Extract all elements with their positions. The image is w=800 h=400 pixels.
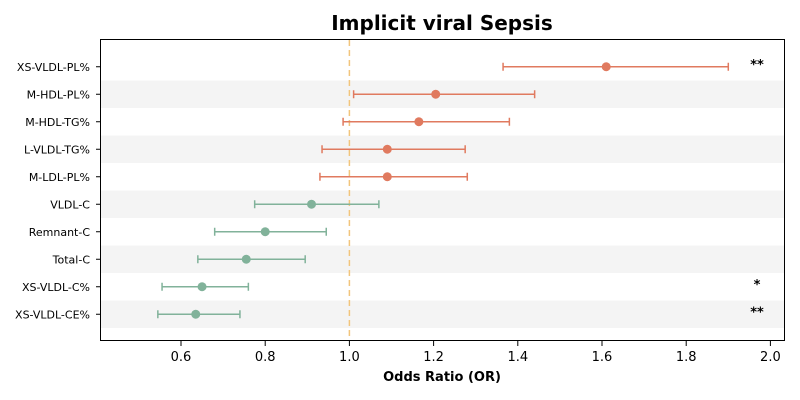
point-estimate [191, 309, 201, 319]
y-tick-label: XS-VLDL-C% [22, 281, 90, 294]
y-tick-label: L-VLDL-TG% [24, 143, 90, 156]
point-estimate [431, 89, 441, 99]
y-tick-label: M-HDL-PL% [27, 88, 90, 101]
point-estimate [414, 117, 424, 127]
x-tick-label: 1.6 [592, 350, 613, 365]
data-marks [157, 62, 730, 319]
x-axis-title: Odds Ratio (OR) [383, 370, 501, 385]
point-estimate [601, 62, 611, 72]
significance-label: * [754, 278, 761, 293]
point-estimate [197, 282, 207, 292]
point-estimate [382, 172, 392, 182]
x-tick-label: 1.2 [423, 350, 444, 365]
x-tick-label: 1.0 [339, 350, 360, 365]
x-tick-label: 2.0 [760, 350, 781, 365]
y-tick-label: Total-C [52, 253, 91, 266]
point-estimate [307, 199, 317, 209]
y-tick-label: XS-VLDL-PL% [17, 61, 90, 74]
chart-title: Implicit viral Sepsis [331, 11, 553, 35]
x-axis: 0.6 0.8 1.0 1.2 1.4 1.6 1.8 2.0 [171, 341, 781, 365]
point-estimate [241, 254, 251, 264]
row-stripe [100, 190, 784, 218]
x-tick-label: 1.8 [676, 350, 697, 365]
x-tick-label: 1.4 [507, 350, 528, 365]
x-tick-label: 0.6 [171, 350, 192, 365]
significance-label: ** [750, 58, 764, 73]
y-tick-label: Remnant-C [29, 226, 91, 239]
y-tick-label: M-LDL-PL% [29, 171, 90, 184]
y-tick-label: M-HDL-TG% [25, 116, 90, 129]
point-estimate [382, 144, 392, 154]
y-axis: XS-VLDL-PL% M-HDL-PL% M-HDL-TG% L-VLDL-TG% M… [15, 61, 100, 321]
significance-markers: ***** [750, 58, 764, 321]
plot-frame [100, 39, 785, 341]
significance-label: ** [750, 305, 764, 320]
point-estimate [260, 227, 270, 237]
y-tick-label: VLDL-C [50, 198, 90, 211]
x-tick-label: 0.8 [255, 350, 276, 365]
y-tick-label: XS-VLDL-CE% [15, 308, 90, 321]
